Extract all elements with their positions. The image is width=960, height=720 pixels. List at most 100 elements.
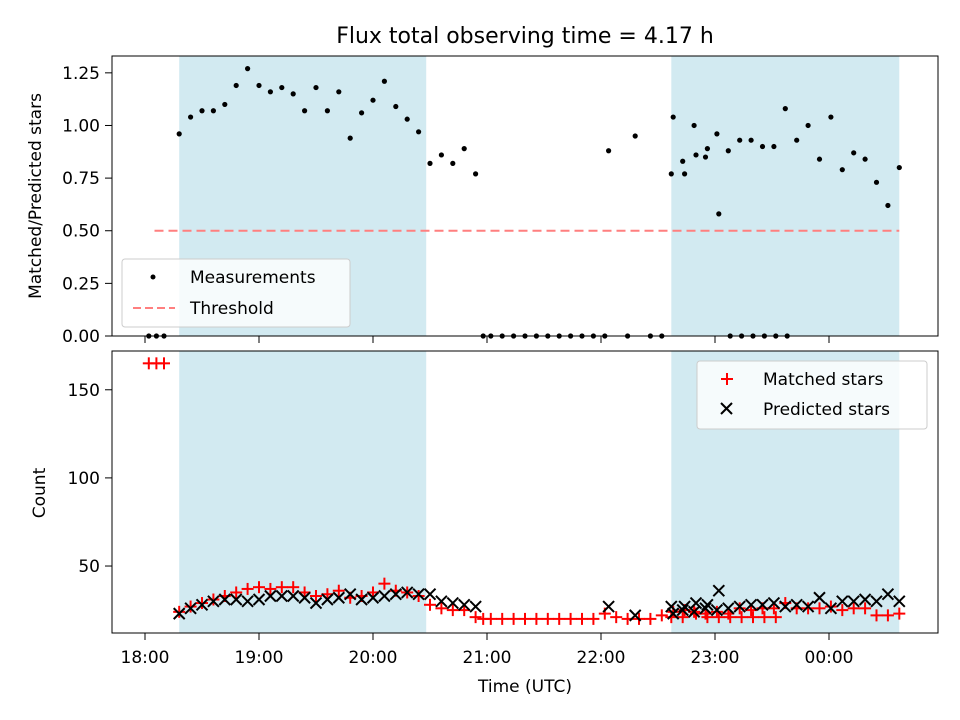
measurement-point <box>680 158 686 164</box>
predicted-point <box>858 593 872 606</box>
predicted-point <box>666 607 680 620</box>
matched-point <box>253 581 265 594</box>
predicted-point <box>847 595 860 608</box>
predicted-point <box>687 605 701 619</box>
measurement-point <box>324 108 330 114</box>
measurement-point <box>393 103 399 110</box>
measurement-point <box>210 108 216 114</box>
x-tick-label: 18:00 <box>121 648 170 668</box>
predicted-point <box>298 591 311 604</box>
measurement-point <box>176 131 182 137</box>
measurement-point <box>725 148 731 154</box>
matched-point <box>665 611 678 624</box>
matched-point <box>735 611 748 624</box>
y-tick-label: 0.75 <box>62 169 100 189</box>
top-panel: 0.00 0.25 0.50 0.75 1.00 1.25 Flux total obse… <box>26 24 939 347</box>
measurement-point <box>805 122 811 129</box>
predicted-point <box>332 591 346 604</box>
predicted-point <box>813 591 826 604</box>
predicted-point <box>602 600 615 613</box>
y-axis-label: Count <box>30 467 50 518</box>
y-tick-label: 50 <box>78 557 100 577</box>
predicted-point <box>218 593 232 606</box>
predicted-point <box>712 584 726 597</box>
predicted-point <box>756 598 769 612</box>
x-tick-label: 21:00 <box>463 648 512 668</box>
y-tick-label: 150 <box>68 381 100 401</box>
predicted-point <box>457 598 471 612</box>
measurement-point <box>279 84 285 91</box>
measurement-point <box>839 167 845 173</box>
measurement-point <box>461 146 467 152</box>
matched-point <box>287 581 300 594</box>
matched-point <box>564 612 577 625</box>
y-axis-label: Matched/Predicted stars <box>26 93 46 299</box>
measurement-point <box>404 116 410 122</box>
x-tick-label: 19:00 <box>235 648 284 668</box>
matched-point <box>758 611 771 624</box>
matched-point <box>207 593 220 606</box>
legend-marker-matched <box>721 373 733 385</box>
matched-point <box>836 604 849 617</box>
predicted-point <box>400 586 414 599</box>
bottom-panel: 50 100 150 18:00 19:00 20:00 21:00 22:00 23:00 0… <box>30 350 939 697</box>
measurement-point <box>693 152 699 158</box>
predicted-point <box>722 602 735 615</box>
matched-point <box>541 612 554 625</box>
y-tick-label: 0.00 <box>62 327 100 347</box>
legend-top: Measurements Threshold <box>121 258 351 328</box>
measurement-point <box>632 133 638 139</box>
matched-point <box>507 612 520 625</box>
predicted-point <box>469 600 482 613</box>
predicted-point <box>366 591 380 604</box>
predicted-point <box>207 595 220 608</box>
measurement-point <box>682 171 688 177</box>
predicted-point <box>767 596 781 610</box>
predicted-point <box>389 588 403 601</box>
matched-point <box>378 577 391 590</box>
matched-point <box>644 612 657 625</box>
predicted-point <box>790 598 803 612</box>
measurement-point <box>336 89 342 95</box>
matched-point <box>813 602 826 615</box>
measurement-point <box>222 101 228 108</box>
predicted-point <box>801 600 815 613</box>
matched-point <box>676 611 689 624</box>
legend-label-predicted: Predicted stars <box>763 400 890 420</box>
predicted-point <box>195 598 209 612</box>
matched-point <box>446 604 459 617</box>
measurement-point <box>473 171 479 177</box>
matched-point <box>655 609 668 622</box>
x-tick-label: 23:00 <box>691 648 740 668</box>
matched-point <box>241 582 254 595</box>
predicted-point <box>893 595 906 608</box>
measurement-point <box>704 146 711 152</box>
predicted-point <box>665 600 678 613</box>
matched-point <box>230 586 243 599</box>
measurement-point <box>256 82 262 89</box>
legend-marker-measurements <box>150 274 156 280</box>
legend-label-matched: Matched stars <box>763 370 883 390</box>
predicted-point <box>881 588 895 601</box>
x-tick-label: 22:00 <box>577 648 626 668</box>
y-tick-label: 0.25 <box>62 274 100 294</box>
predicted-point <box>676 603 689 617</box>
matched-point <box>519 612 531 625</box>
matched-point <box>184 600 197 613</box>
matched-point <box>310 589 322 602</box>
measurement-point <box>668 171 674 177</box>
matched-point <box>469 611 482 624</box>
predicted-point <box>870 595 883 608</box>
matched-point <box>424 598 436 611</box>
matched-point <box>747 611 759 624</box>
predicted-point <box>252 593 266 606</box>
predicted-point <box>184 602 197 615</box>
matched-point <box>587 612 600 625</box>
measurement-point <box>816 156 823 162</box>
matched-point <box>412 589 425 602</box>
measurement-point <box>381 78 387 84</box>
measurement-point <box>794 137 800 143</box>
measurement-point <box>245 66 251 72</box>
measurement-point <box>896 164 902 171</box>
